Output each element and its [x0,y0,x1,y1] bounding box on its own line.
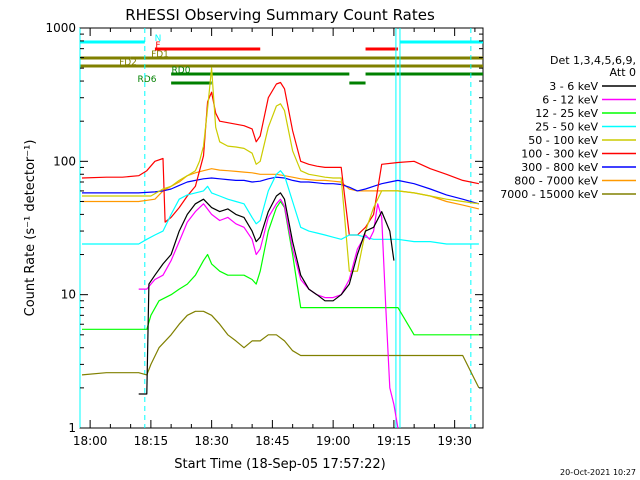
legend-label: 3 - 6 keV [549,80,598,93]
y-tick-label: 1 [68,421,76,435]
x-tick-label: 19:00 [316,434,351,448]
x-axis-label: Start Time (18-Sep-05 17:57:22) [174,457,385,472]
series-line-100-300-kev [81,81,480,236]
vertical-markers [79,28,472,428]
state-label-fd2: FD2 [119,58,137,68]
series-line-7000-15000-kev [81,310,480,389]
series-line-6-12-kev [138,198,399,429]
x-tick-label: 18:45 [255,434,290,448]
datestamp: 20-Oct-2021 10:27 [560,468,636,477]
legend-label: 25 - 50 keV [535,121,598,134]
legend-header-line: Det 1,3,4,5,6,9, [550,54,636,67]
state-label-rd6: RD6 [138,75,157,85]
state-label-f: F [155,41,160,51]
series-line-25-50-kev [82,170,479,245]
series-line-12-25-kev [82,200,479,336]
y-axis-label: Count Rate (s⁻¹ detector⁻¹) [23,140,38,317]
series-line-50-100-kev [82,67,479,272]
y-tick-label: 10 [61,288,76,302]
series-line-3-6-kev [138,192,395,395]
y-tick-label: 1000 [45,21,76,35]
series-lines [81,67,480,429]
state-label-fd1: FD1 [151,50,169,60]
legend-label: 300 - 800 keV [521,161,598,174]
legend-header-line: Att 0 [610,66,636,79]
x-tick-label: 19:30 [437,434,472,448]
y-axis-ticks: 1 10 100 1000 [45,21,483,435]
series-line-800-7000-kev [82,168,480,210]
legend-label: 7000 - 15000 keV [500,188,598,201]
x-tick-label: 18:30 [194,434,229,448]
series-line-300-800-kev [82,176,480,205]
x-axis-ticks: 18:00 18:15 18:30 18:45 19:00 19:15 19:30 [73,28,476,448]
chart-title: RHESSI Observing Summary Count Rates [125,6,435,24]
legend-label: 800 - 7000 keV [514,175,598,188]
x-tick-label: 19:15 [377,434,412,448]
plot-frame [79,27,484,429]
legend-label: 100 - 300 keV [521,148,598,161]
state-label-rd0: RD0 [172,66,191,76]
x-tick-label: 18:00 [73,434,108,448]
state-label-n: N [155,34,162,44]
legend-label: 6 - 12 keV [542,94,598,107]
y-tick-label: 100 [53,154,76,168]
legend-label: 12 - 25 keV [535,107,598,120]
x-tick-label: 18:15 [134,434,169,448]
legend-label: 50 - 100 keV [528,134,598,147]
